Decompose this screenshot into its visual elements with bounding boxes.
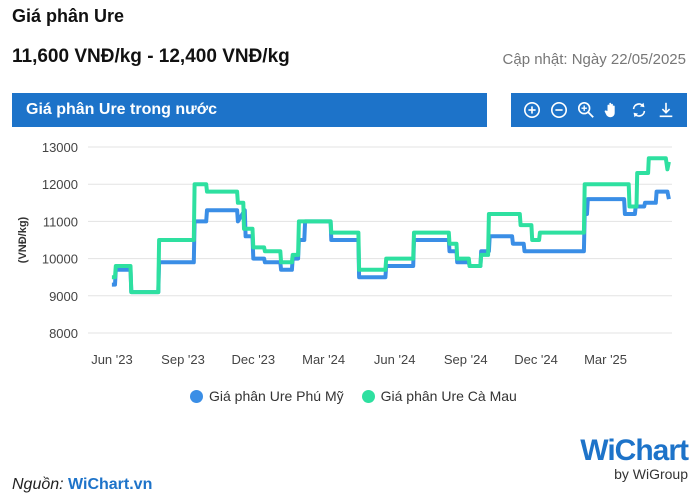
price-range: 11,600 VNĐ/kg - 12,400 VNĐ/kg [12,46,290,67]
logo-text: WiChart [580,434,689,467]
x-tick-label: Sep '24 [444,352,488,367]
chart-toolbar [511,93,687,127]
legend-swatch-phu-my [190,389,203,403]
line-chart: 8000 9000 10000 11000 12000 13000 Jun '23 Sep … [17,140,672,367]
y-tick-label: 12000 [42,177,78,192]
y-axis-ticks: 8000 9000 10000 11000 12000 13000 [42,140,78,341]
chart-header: Giá phân Ure trong nước [12,93,487,127]
legend-label-phu-my: Giá phân Ure Phú Mỹ [209,388,344,404]
pan-hand-icon[interactable] [602,100,622,120]
source-link[interactable]: WiChart.vn [68,476,153,493]
magnify-icon[interactable] [576,100,596,120]
legend-swatch-ca-mau [361,389,375,403]
zoom-in-icon[interactable] [522,100,542,120]
chart-grid [88,146,672,334]
legend-item-ca-mau[interactable]: Giá phân Ure Cà Mau [361,388,517,404]
y-tick-label: 8000 [49,326,78,341]
x-tick-label: Dec '23 [231,352,275,367]
y-tick-label: 9000 [49,289,78,304]
chart-series [111,156,671,295]
chart-legend: Giá phân Ure Phú Mỹ Giá phân Ure Cà Mau [190,388,517,404]
y-axis-label: (VNĐ/kg) [17,216,29,263]
x-tick-label: Mar '24 [302,352,345,367]
zoom-out-icon[interactable] [549,100,569,120]
reset-icon[interactable] [629,100,649,120]
series-line-ca-mau[interactable] [111,156,671,295]
x-tick-label: Sep '23 [161,352,205,367]
y-tick-label: 11000 [43,214,78,229]
y-tick-label: 10000 [42,252,78,267]
source-credit: Nguồn: WiChart.vn [12,476,152,494]
legend-item-phu-my[interactable]: Giá phân Ure Phú Mỹ [190,388,344,404]
download-icon[interactable] [656,100,676,120]
x-tick-label: Jun '24 [374,352,416,367]
y-tick-label: 13000 [42,140,78,155]
page-title: Giá phân Ure [12,6,125,26]
x-tick-label: Mar '25 [584,352,627,367]
series-line-phu-my[interactable] [111,189,671,295]
legend-label-ca-mau: Giá phân Ure Cà Mau [380,388,517,404]
x-tick-label: Dec '24 [514,352,558,367]
wichart-logo: WiChart by WiGroup [580,434,689,482]
x-tick-label: Jun '23 [91,352,133,367]
logo-subtext: by WiGroup [614,466,688,482]
x-axis-ticks: Jun '23 Sep '23 Dec '23 Mar '24 Jun '24 Sep '… [91,352,627,367]
source-label: Nguồn: [12,476,64,493]
updated-date: Cập nhật: Ngày 22/05/2025 [502,51,686,68]
